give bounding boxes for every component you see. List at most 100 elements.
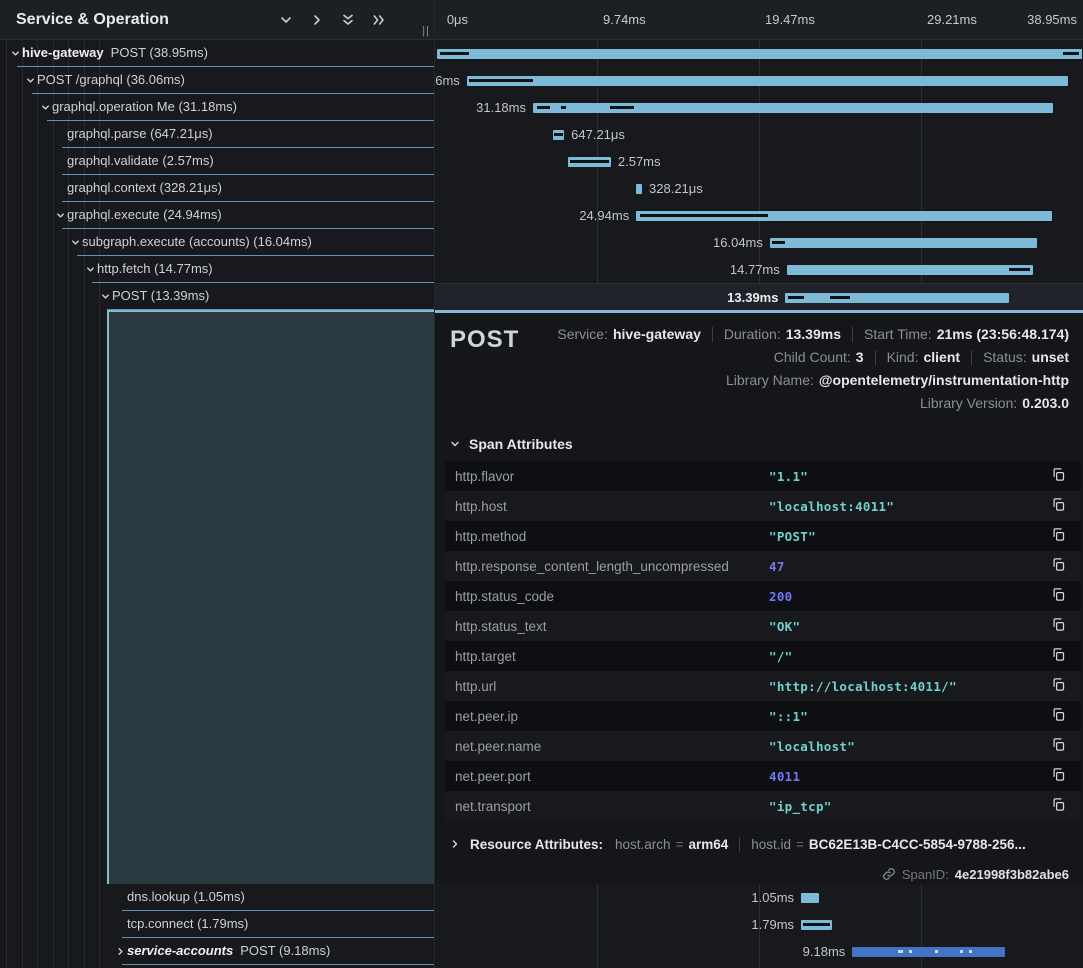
copy-icon[interactable]	[1051, 557, 1069, 575]
duration-label: 328.21μs	[649, 181, 703, 196]
span-label: graphql.validate (2.57ms)	[67, 153, 214, 168]
span-bar[interactable]	[436, 49, 1083, 59]
collapse-all-icon[interactable]	[339, 11, 357, 29]
duration-label: 36.06ms	[435, 73, 460, 88]
copy-icon[interactable]	[1051, 497, 1069, 515]
copy-icon[interactable]	[1051, 647, 1069, 665]
copy-icon[interactable]	[1051, 527, 1069, 545]
span-tree-row[interactable]: POST /graphql (36.06ms)	[0, 67, 434, 94]
timeline-bar-row[interactable]: 31.18ms	[435, 94, 1083, 121]
child-span-mark	[802, 923, 830, 926]
expand-one-icon[interactable]	[308, 11, 326, 29]
row-divider	[122, 910, 434, 911]
child-span-mark	[908, 950, 913, 953]
span-bar[interactable]	[466, 76, 1068, 86]
span-label: graphql.operation Me (31.18ms)	[52, 99, 237, 114]
span-detail-title: POST	[450, 326, 520, 353]
span-tree-row[interactable]: graphql.context (328.21μs)	[0, 175, 434, 202]
span-bar[interactable]	[801, 893, 820, 903]
attribute-row: net.peer.name "localhost"	[445, 731, 1081, 761]
link-icon[interactable]	[882, 867, 896, 881]
span-bar[interactable]	[852, 947, 1006, 957]
copy-icon[interactable]	[1051, 467, 1069, 485]
child-span-mark	[469, 79, 533, 82]
column-resizer-handle[interactable]: ||	[422, 25, 430, 37]
meta-label: Start Time:	[864, 326, 932, 342]
row-divider	[47, 120, 434, 121]
timeline-bar-row[interactable]: 9.18ms	[435, 938, 1083, 965]
timeline-bar-row[interactable]: 14.77ms	[435, 256, 1083, 283]
timeline-bar-row[interactable]: 647.21μs	[435, 121, 1083, 148]
copy-icon[interactable]	[1051, 617, 1069, 635]
span-bar[interactable]	[553, 130, 565, 140]
chevron-down-icon[interactable]	[68, 235, 82, 249]
meta-divider	[711, 326, 713, 342]
timeline-bar-row[interactable]: 1.79ms	[435, 911, 1083, 938]
span-tree-row[interactable]: POST (13.39ms)	[0, 283, 434, 310]
span-bar[interactable]	[785, 293, 1009, 303]
attribute-value: "1.1"	[769, 468, 809, 484]
span-bar[interactable]	[801, 920, 832, 930]
span-tree-row[interactable]: graphql.operation Me (31.18ms)	[0, 94, 434, 121]
chevron-down-icon[interactable]	[98, 289, 112, 303]
span-detail-panel: POST Service: hive-gateway Duration: 13.39m…	[435, 310, 1083, 884]
span-bar[interactable]	[769, 238, 1037, 248]
span-label: graphql.parse (647.21μs)	[67, 126, 213, 141]
collapse-one-icon[interactable]	[277, 11, 295, 29]
span-tree-row[interactable]: service-accounts POST (9.18ms)	[0, 938, 434, 965]
chevron-down-icon[interactable]	[8, 46, 22, 60]
copy-icon[interactable]	[1051, 767, 1069, 785]
attribute-value: "/"	[769, 648, 793, 664]
timeline-bar-row[interactable]: 16.04ms	[435, 229, 1083, 256]
row-divider	[107, 309, 434, 310]
expand-all-icon[interactable]	[370, 11, 388, 29]
copy-icon[interactable]	[1051, 797, 1069, 815]
chevron-right-icon[interactable]	[113, 944, 127, 958]
timeline-bar-row[interactable]: 24.94ms	[435, 202, 1083, 229]
span-bar[interactable]	[786, 265, 1033, 275]
copy-icon[interactable]	[1051, 587, 1069, 605]
timeline-bar-row[interactable]	[435, 40, 1083, 67]
tree-header: Service & Operation ||	[0, 0, 434, 40]
child-span-mark	[772, 241, 785, 244]
chevron-down-icon[interactable]	[38, 100, 52, 114]
span-tree-row[interactable]: http.fetch (14.77ms)	[0, 256, 434, 283]
timeline-bar-row[interactable]: 36.06ms	[435, 67, 1083, 94]
timeline-bar-row[interactable]: 1.05ms	[435, 884, 1083, 911]
chevron-down-icon[interactable]	[23, 73, 37, 87]
span-tree-row[interactable]: dns.lookup (1.05ms)	[0, 884, 434, 911]
copy-icon[interactable]	[1051, 707, 1069, 725]
span-tree-row[interactable]: hive-gateway POST (38.95ms)	[0, 40, 434, 67]
span-id-row: SpanID: 4e21998f3b82abe6	[882, 862, 1069, 886]
span-label: tcp.connect (1.79ms)	[127, 916, 249, 931]
attribute-value: 200	[769, 588, 793, 604]
meta-value: hive-gateway	[612, 326, 701, 342]
resource-attributes-row[interactable]: Resource Attributes: host.arch = arm64 host…	[449, 830, 1026, 858]
span-bar[interactable]	[636, 211, 1052, 221]
resource-key: host.id	[751, 836, 792, 852]
span-tree-row[interactable]: graphql.validate (2.57ms)	[0, 148, 434, 175]
span-label: dns.lookup (1.05ms)	[127, 889, 245, 904]
copy-icon[interactable]	[1051, 677, 1069, 695]
duration-label: 647.21μs	[571, 127, 625, 142]
span-attributes-section-toggle[interactable]: Span Attributes	[449, 436, 573, 452]
timeline-bar-row[interactable]: 13.39ms	[435, 283, 1083, 310]
indent-guide-line	[83, 40, 85, 968]
span-tree-row[interactable]: subgraph.execute (accounts) (16.04ms)	[0, 229, 434, 256]
span-tree-row[interactable]: tcp.connect (1.79ms)	[0, 911, 434, 938]
span-bar[interactable]	[532, 103, 1053, 113]
span-bar[interactable]	[568, 157, 611, 167]
copy-icon[interactable]	[1051, 737, 1069, 755]
span-tree-row[interactable]: graphql.execute (24.94ms)	[0, 202, 434, 229]
span-tree-row[interactable]: graphql.parse (647.21μs)	[0, 121, 434, 148]
resource-attributes-preview: host.arch = arm64 host.id = BC62E13B-C4CC-585…	[615, 836, 1026, 852]
row-divider	[32, 93, 434, 94]
chevron-down-icon[interactable]	[53, 208, 67, 222]
attribute-value: 4011	[769, 768, 801, 784]
timeline-bar-row[interactable]: 2.57ms	[435, 148, 1083, 175]
attribute-key: http.url	[455, 678, 497, 694]
timeline-bar-row[interactable]: 328.21μs	[435, 175, 1083, 202]
span-bar[interactable]	[636, 184, 643, 194]
child-span-mark	[898, 950, 903, 953]
chevron-down-icon[interactable]	[83, 262, 97, 276]
